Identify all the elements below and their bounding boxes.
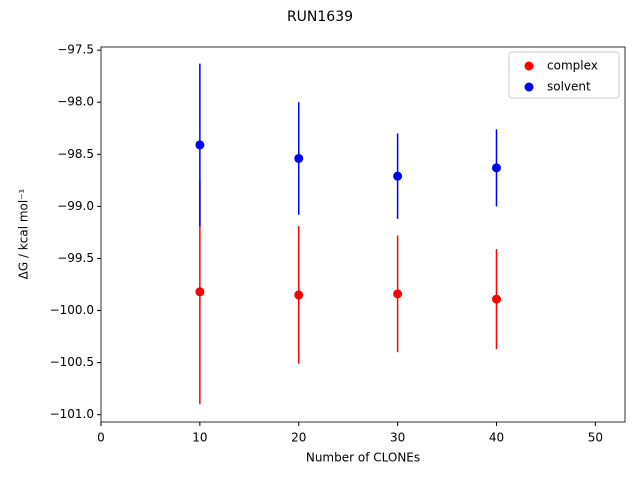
y-tick-label: −101.0	[50, 407, 94, 421]
y-tick-label: −99.0	[57, 199, 94, 213]
x-axis-label: Number of CLONEs	[306, 451, 420, 465]
x-tick-label: 50	[588, 431, 603, 445]
x-tick-label: 10	[192, 431, 207, 445]
legend-box	[508, 51, 620, 99]
point	[491, 163, 501, 173]
axes-frame	[100, 46, 626, 423]
point	[195, 287, 205, 297]
y-axis-label: ΔG / kcal mol⁻¹	[17, 188, 31, 279]
y-tick-label: −98.0	[57, 95, 94, 109]
y-tick-label: −97.5	[57, 43, 94, 57]
chart-title: RUN1639	[287, 9, 353, 25]
point	[393, 171, 403, 181]
y-tick-label: −99.5	[57, 251, 94, 265]
x-tick-label: 30	[390, 431, 405, 445]
point	[393, 289, 403, 299]
y-tick-label: −100.5	[50, 355, 94, 369]
y-tick-label: −98.5	[57, 147, 94, 161]
legend-marker	[524, 82, 534, 92]
legend-marker	[524, 61, 534, 71]
point	[195, 140, 205, 150]
x-tick-label: 20	[291, 431, 306, 445]
point	[491, 294, 501, 304]
point	[294, 153, 304, 163]
y-tick-label: −100.0	[50, 303, 94, 317]
point	[294, 290, 304, 300]
legend-label: complex	[547, 59, 598, 73]
x-tick-label: 0	[97, 431, 105, 445]
legend-label: solvent	[547, 80, 591, 94]
x-tick-label: 40	[489, 431, 504, 445]
